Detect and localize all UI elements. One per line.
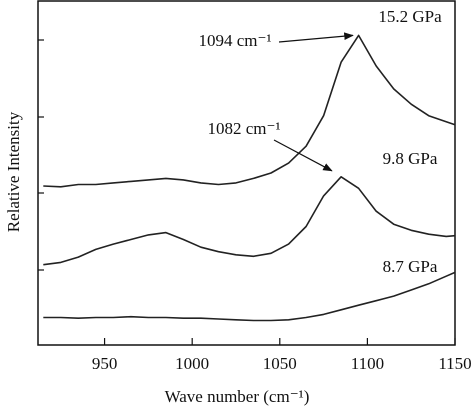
series-label: 15.2 GPa <box>378 7 442 26</box>
y-minor-ticks <box>38 39 44 271</box>
x-axis-label: Wave number (cm⁻¹) <box>165 387 310 406</box>
x-tick-label: 1150 <box>438 354 471 373</box>
annotation-text: 1082 cm⁻¹ <box>207 119 280 138</box>
spectrum-line <box>43 34 456 188</box>
x-tick-label: 1050 <box>263 354 297 373</box>
spectrum-line <box>43 271 456 322</box>
annotation-arrow <box>273 139 333 172</box>
plot-frame <box>37 0 456 346</box>
spectrum-line <box>43 176 456 266</box>
annotation-text: 1094 cm⁻¹ <box>198 31 271 50</box>
x-tick-label: 1000 <box>175 354 209 373</box>
annotation-arrow <box>278 32 354 43</box>
x-tick-label: 950 <box>92 354 118 373</box>
series-label: 8.7 GPa <box>383 257 438 276</box>
y-axis-label: Relative Intensity <box>4 111 23 232</box>
series-label: 9.8 GPa <box>383 149 438 168</box>
x-tick-label: 1100 <box>351 354 384 373</box>
